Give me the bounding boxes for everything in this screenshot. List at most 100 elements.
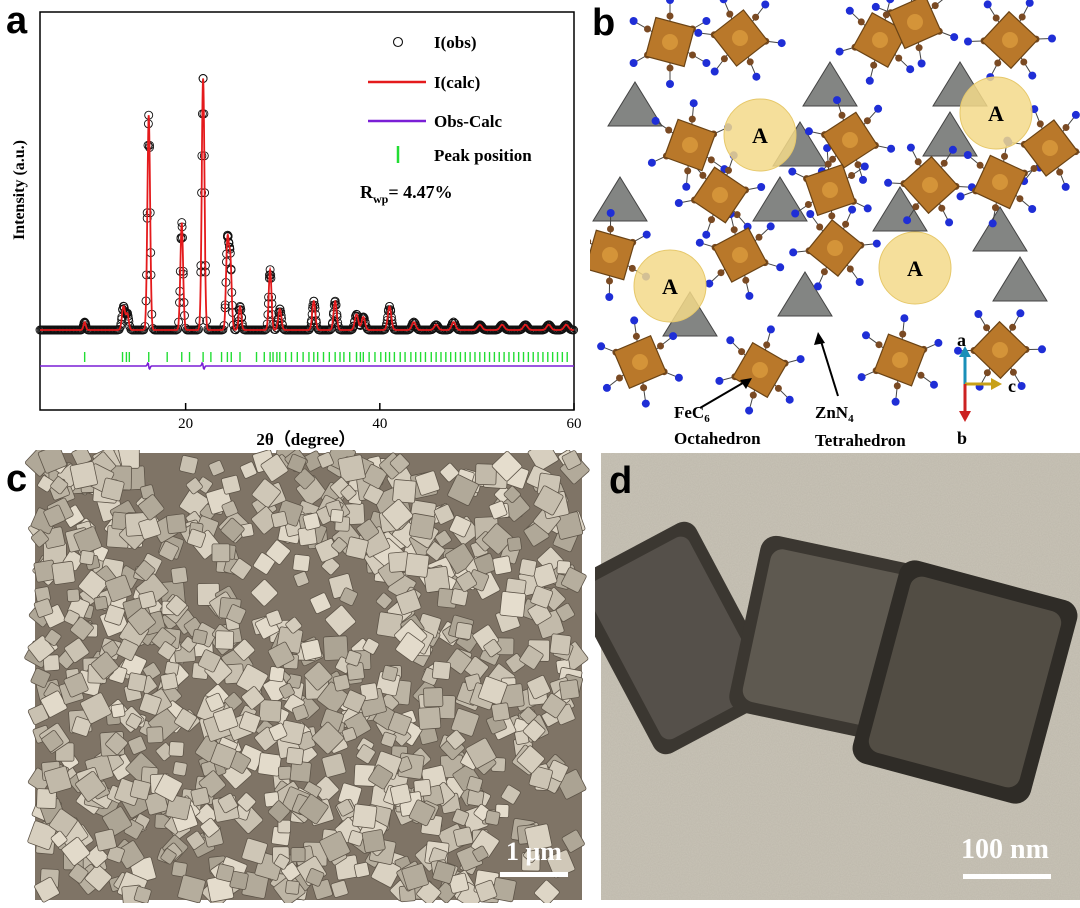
sem-cube-particle [93,595,109,611]
sem-cube-particle [125,713,143,730]
fe-center [732,30,748,46]
sem-cube-particle [336,799,354,817]
sem-cube-particle [561,567,587,593]
fe-center [682,137,698,153]
sem-cube-particle [73,526,102,555]
sem-cube-particle [401,863,429,891]
sem-cube-particle [79,550,95,566]
carbon-atom [1036,120,1044,128]
nitrogen-atom [710,67,719,76]
carbon-atom [842,220,850,228]
sem-cube-particle [41,730,64,753]
nitrogen-atom [641,399,650,408]
nitrogen-atom [726,336,735,345]
sem-cube-particle [423,687,444,708]
nitrogen-atom [602,383,611,392]
a-site-2: A [959,76,1033,150]
sem-cube-particle [49,808,78,838]
nitrogen-atom [1028,205,1037,213]
carbon-atom [940,159,948,167]
carbon-atom [730,226,738,234]
tem-scalebar-label: 100 nm [961,834,1049,865]
sem-cube-particle [179,454,199,475]
fe-center [662,34,678,50]
sem-cube-particle [361,829,386,853]
sem-cube-particle [190,786,211,807]
carbon-atom [846,265,854,273]
sem-cube-particle [345,536,369,560]
nitrogen-atom [863,204,872,213]
sem-cube-particle [127,735,147,755]
carbon-atom [854,161,862,169]
sem-cube-particle [185,477,203,495]
carbon-atom [726,10,734,18]
sem-cube-particle [186,528,207,548]
sem-cube-particle [491,702,511,722]
nitrogen-atom [887,144,896,153]
nitrogen-atom [934,338,943,347]
tem-micrograph: 100 nm [571,453,1080,900]
nitrogen-atom [900,314,909,323]
obs-calc-difference-curve [40,361,574,371]
sem-cube-particle [395,589,422,616]
sem-cube-particle [483,638,502,658]
sem-cube-particle [312,775,340,803]
observed-point [361,322,371,332]
nitrogen-atom [752,72,761,81]
sem-cube-particle [488,500,508,520]
structure-figure: A A A A FeC6 Octahedron ZnN4 Tetrahedron [569,0,1080,450]
sem-cube-particle [160,672,179,691]
carbon-atom [607,225,614,233]
nitrogen-atom [761,0,770,9]
sem-cube-particle [61,836,91,866]
carbon-atom [717,269,725,277]
nitrogen-atom [903,216,912,225]
nitrogen-atom [857,373,866,382]
fec6-label: FeC6 [674,403,710,425]
sem-cube-particle [450,588,469,607]
znn4-tetrahedron [592,176,648,222]
legend-diff-label: Obs-Calc [434,112,502,131]
nitrogen-atom [871,2,880,11]
nitrogen-atom [954,346,962,355]
nitrogen-atom [891,397,900,406]
nitrogen-atom [702,17,711,25]
sem-cube-particle [116,638,139,661]
carbon-atom [828,212,836,220]
fe-center [1042,140,1058,156]
nitrogen-atom [674,199,683,207]
cube-core [585,536,765,740]
sem-cube-particle [265,539,291,565]
znn4-tetrahedron [607,81,663,127]
legend-calc-label: I(calc) [434,73,480,92]
sem-cube-particle [416,880,442,906]
sem-cube-particle [172,761,188,777]
panel-a-xrd-plot: a 20 40 60 Intensity (a.u.) 2θ（degree） I(o… [0,0,590,450]
sem-cube-particle [154,773,183,802]
sem-cube-particle [347,830,365,847]
nitrogen-atom [886,0,895,4]
carbon-atom [1009,368,1017,376]
nitrogen-atom [1048,34,1056,43]
carbon-atom [994,59,1002,67]
sem-cube-particle [294,468,316,490]
observed-point [498,321,508,330]
nitrogen-atom [745,291,754,300]
axis-c-arrowhead [991,378,1002,390]
octahedron-arrowhead [740,378,752,389]
sem-cube-particle [44,629,62,647]
tem-scalebar [963,874,1051,879]
sem-cube-particle [63,672,89,698]
sem-cube-particle [340,484,357,501]
a-sites-layer: A A A A [633,76,1033,323]
carbon-atom [720,55,728,63]
sem-cube-particle [238,711,261,734]
nitrogen-atom [1061,182,1070,191]
sem-cube-particle [274,853,290,870]
nitrogen-atom [974,310,983,318]
carbon-atom [804,201,812,208]
sem-cube-particle [342,689,366,713]
sem-cube-particle [324,605,357,637]
carbon-atom [1056,168,1064,176]
sem-cube-particle [417,706,442,730]
